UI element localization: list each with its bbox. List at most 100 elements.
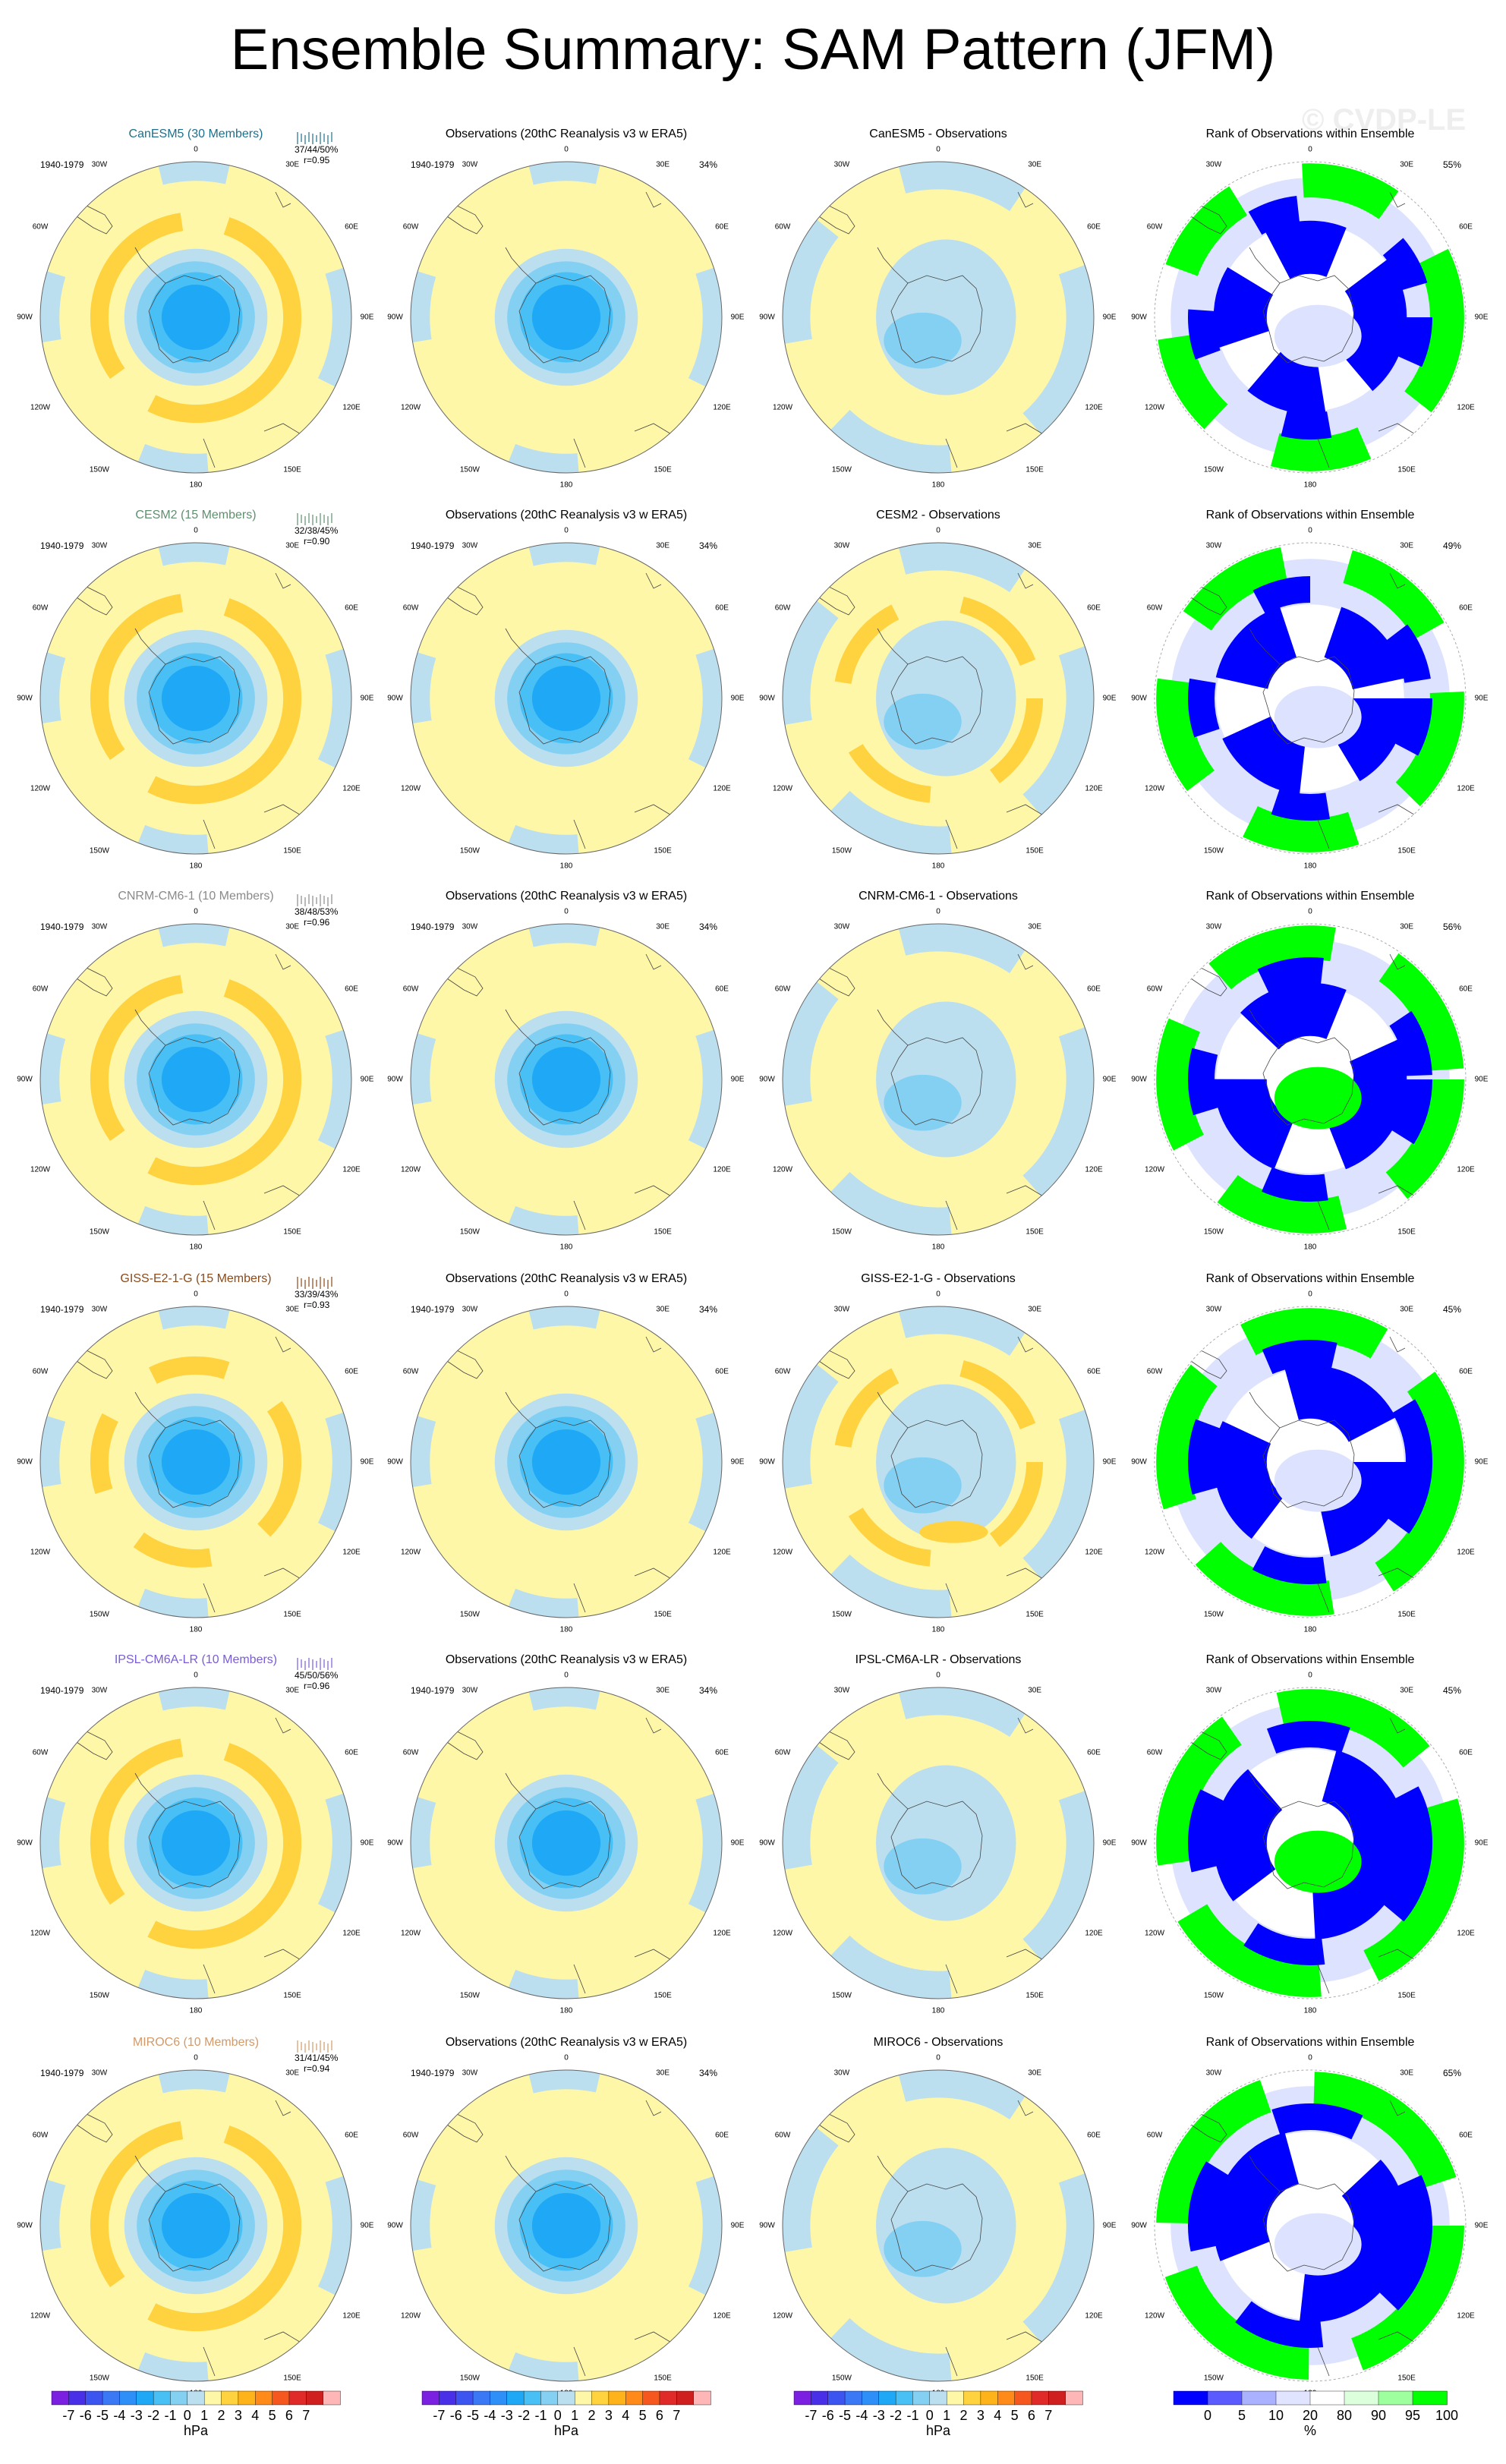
lon-label: 30E — [285, 1305, 299, 1314]
lon-label: 150W — [1203, 2374, 1224, 2383]
lon-label: 150W — [459, 465, 480, 474]
colorbar-tick-label: 3 — [604, 2408, 613, 2423]
lon-label: 30E — [1400, 1305, 1413, 1314]
lon-label: 120E — [1457, 1165, 1475, 1174]
lon-label: 150W — [89, 1610, 109, 1619]
obs-variance-pct: 34% — [699, 922, 718, 932]
lon-label: 60E — [715, 1367, 729, 1376]
lon-label: 150E — [654, 1991, 672, 2000]
rank-map-5 — [1154, 1687, 1467, 1999]
colorbar-tick-label: 3 — [234, 2408, 242, 2423]
diff-title: CESM2 - Observations — [876, 509, 1000, 521]
lon-label: 30E — [656, 541, 670, 550]
lon-label: 60W — [1146, 222, 1163, 232]
lon-label: 120E — [1457, 403, 1475, 412]
pattern-correlation: r=0.96 — [304, 1681, 330, 1691]
lon-label: 0 — [194, 145, 198, 154]
lon-label: 180 — [189, 862, 203, 871]
lon-label: 120W — [30, 1929, 51, 1938]
lon-label: 90W — [759, 1839, 775, 1848]
lon-label: 30W — [91, 1686, 108, 1695]
rank-title: Rank of Observations within Ensemble — [1205, 1272, 1415, 1285]
lon-label: 150W — [459, 846, 480, 855]
lon-label: 150W — [459, 1991, 480, 2000]
lon-label: 30W — [462, 922, 478, 931]
lon-label: 120E — [342, 784, 361, 793]
colorbar-tick-label: 10 — [1268, 2408, 1284, 2423]
rank-pct: 49% — [1443, 540, 1462, 551]
lon-label: 180 — [189, 1625, 203, 1634]
lon-label: 30W — [462, 1305, 478, 1314]
lon-label: 90E — [360, 694, 374, 703]
model-map-1 — [39, 161, 352, 474]
lon-label: 90E — [1474, 2221, 1489, 2230]
lon-label: 150E — [654, 846, 672, 855]
lon-label: 150E — [283, 465, 301, 474]
lon-label: 0 — [1308, 145, 1312, 154]
lon-label: 30W — [91, 2069, 108, 2078]
lon-label: 0 — [1308, 526, 1312, 535]
colorbar — [421, 2390, 711, 2406]
lon-label: 120W — [772, 1548, 793, 1557]
lon-label: 120E — [342, 1548, 361, 1557]
lon-label: 60W — [402, 603, 419, 613]
lon-label: 120E — [1085, 1165, 1103, 1174]
colorbar-tick-label: -5 — [96, 2408, 109, 2423]
colorbar-tick-label: -6 — [821, 2408, 834, 2423]
lon-label: 60E — [715, 603, 729, 613]
colorbar-tick-label: 80 — [1336, 2408, 1353, 2423]
lon-label: 150W — [89, 846, 109, 855]
lon-label: 120W — [400, 1548, 421, 1557]
lon-label: 90E — [730, 694, 745, 703]
lon-label: 150W — [1203, 1227, 1224, 1237]
period-label: 1940-1979 — [411, 159, 455, 170]
colorbar-tick-label: 3 — [976, 2408, 985, 2423]
lon-label: 150W — [1203, 846, 1224, 855]
lon-label: 0 — [194, 1671, 198, 1680]
colorbar-tick-label: 5 — [638, 2408, 647, 2423]
lon-label: 30E — [285, 541, 299, 550]
lon-label: 60E — [715, 2131, 729, 2140]
lon-label: 90W — [387, 694, 403, 703]
colorbar-tick-label: -1 — [906, 2408, 919, 2423]
colorbar-tick-label: 1 — [571, 2408, 579, 2423]
lon-label: 120W — [30, 403, 51, 412]
obs-variance-pct: 34% — [699, 1685, 718, 1696]
lon-label: 90E — [1102, 1457, 1117, 1467]
lon-label: 120E — [1085, 1929, 1103, 1938]
lon-label: 60E — [1459, 2131, 1473, 2140]
model-title: CanESM5 (30 Members) — [128, 128, 263, 140]
colorbar-tick-label: -6 — [449, 2408, 462, 2423]
colorbar-tick-label: 2 — [588, 2408, 596, 2423]
lon-label: 0 — [1308, 907, 1312, 916]
lon-label: 30W — [462, 2069, 478, 2078]
lon-label: 60W — [774, 985, 791, 994]
lon-label: 90E — [1102, 1075, 1117, 1084]
lon-label: 30E — [1400, 160, 1413, 169]
period-label: 1940-1979 — [411, 922, 455, 932]
lon-label: 30E — [656, 922, 670, 931]
diff-title: GISS-E2-1-G - Observations — [861, 1272, 1016, 1285]
lon-label: 180 — [931, 481, 945, 490]
pattern-stats: 31/41/45% — [295, 2053, 339, 2063]
lon-label: 150W — [459, 1227, 480, 1237]
lon-label: 180 — [1303, 1243, 1317, 1252]
diff-title: MIROC6 - Observations — [873, 2036, 1003, 2049]
lon-label: 90W — [759, 1457, 775, 1467]
lon-label: 120E — [1457, 2311, 1475, 2321]
lon-label: 30E — [656, 160, 670, 169]
lon-label: 60W — [774, 1367, 791, 1376]
lon-label: 30E — [656, 2069, 670, 2078]
lon-label: 60W — [32, 1367, 49, 1376]
ensemble-spread-icon — [297, 1277, 332, 1289]
lon-label: 90W — [1131, 1839, 1147, 1848]
rank-map-4 — [1154, 1306, 1467, 1618]
lon-label: 30W — [1205, 1686, 1222, 1695]
obs-title: Observations (20thC Reanalysis v3 w ERA5… — [445, 509, 688, 521]
lon-label: 90W — [1131, 1457, 1147, 1467]
lon-label: 180 — [559, 2006, 573, 2015]
lon-label: 150E — [1026, 1991, 1044, 2000]
lon-label: 150E — [1397, 1991, 1416, 2000]
lon-label: 0 — [936, 145, 940, 154]
lon-label: 60E — [1459, 222, 1473, 232]
